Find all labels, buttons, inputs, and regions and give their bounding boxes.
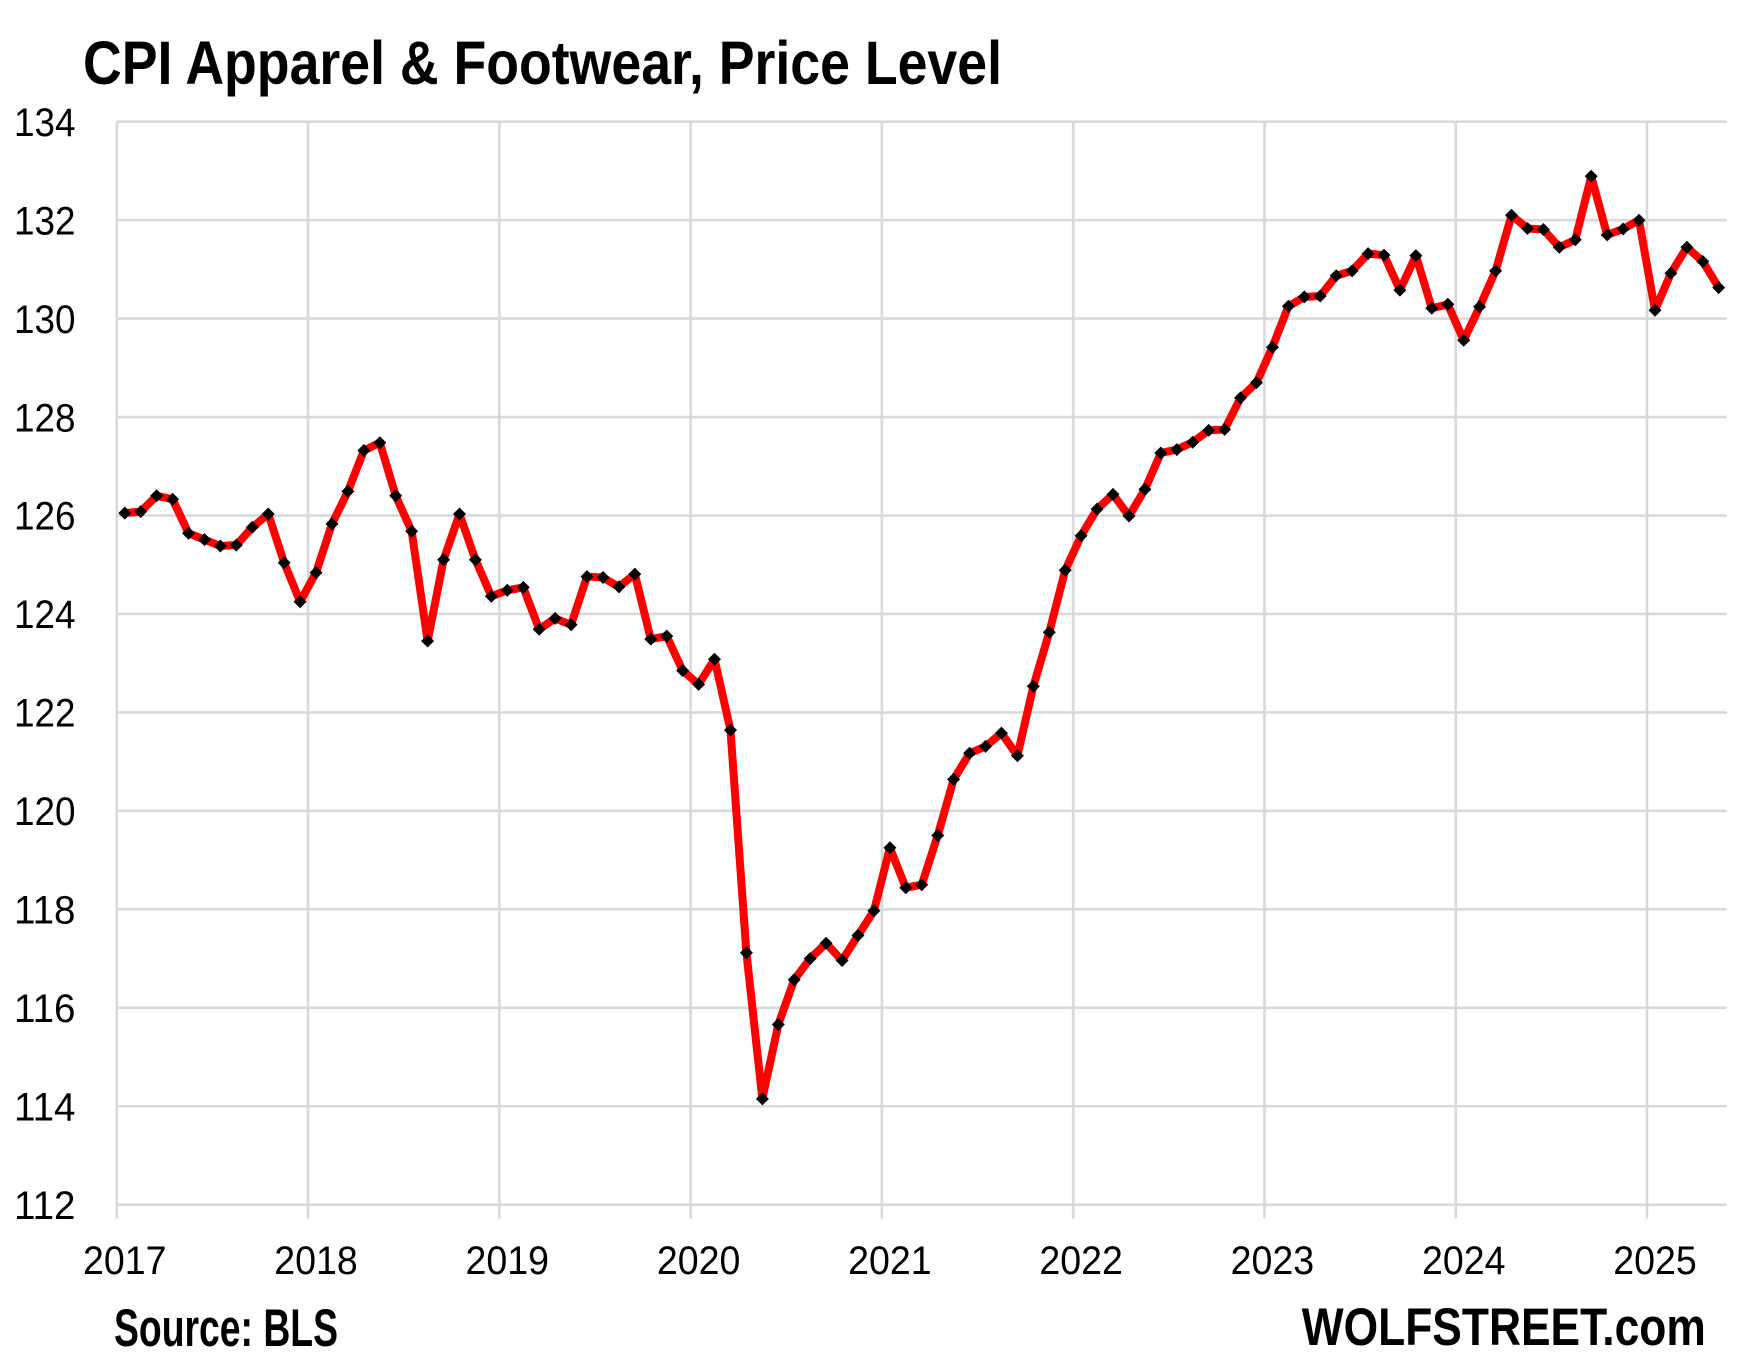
svg-text:WOLFSTREET.com: WOLFSTREET.com <box>1302 1298 1706 1357</box>
svg-text:114: 114 <box>14 1085 76 1129</box>
svg-text:2024: 2024 <box>1422 1239 1506 1283</box>
svg-text:2025: 2025 <box>1613 1239 1697 1283</box>
svg-text:116: 116 <box>14 987 76 1031</box>
svg-text:2021: 2021 <box>848 1239 932 1283</box>
svg-text:124: 124 <box>14 593 76 637</box>
svg-text:2022: 2022 <box>1039 1239 1123 1283</box>
svg-text:Source: BLS: Source: BLS <box>114 1299 338 1358</box>
svg-text:122: 122 <box>14 692 76 736</box>
svg-text:120: 120 <box>14 790 76 834</box>
svg-text:132: 132 <box>14 199 76 243</box>
svg-text:2020: 2020 <box>657 1239 741 1283</box>
svg-text:134: 134 <box>14 101 76 145</box>
svg-text:CPI Apparel & Footwear, Price: CPI Apparel & Footwear, Price Level <box>83 29 1002 97</box>
svg-text:112: 112 <box>14 1184 76 1228</box>
svg-text:2019: 2019 <box>466 1239 550 1283</box>
svg-text:130: 130 <box>14 298 76 342</box>
svg-text:118: 118 <box>14 889 76 933</box>
svg-text:2017: 2017 <box>83 1239 167 1283</box>
svg-text:126: 126 <box>14 495 76 539</box>
svg-text:2023: 2023 <box>1231 1239 1315 1283</box>
svg-text:128: 128 <box>14 396 76 440</box>
svg-text:2018: 2018 <box>274 1239 358 1283</box>
